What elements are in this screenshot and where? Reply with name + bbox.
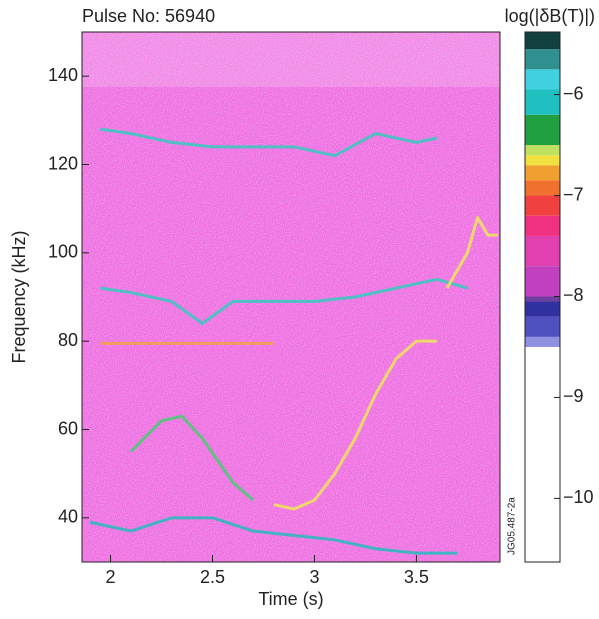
mode-trace: [100, 277, 468, 325]
colorbar-band: [525, 155, 560, 166]
y-tick-label: 80: [58, 330, 78, 350]
x-tick-label: 3.5: [404, 567, 429, 587]
chart-title: Pulse No: 56940: [82, 6, 215, 26]
colorbar-band: [525, 316, 560, 337]
mode-trace: [89, 516, 458, 555]
colorbar-frame: [524, 31, 561, 563]
mode-trace: [445, 216, 498, 289]
colorbar-tick-label: −7: [563, 184, 584, 204]
colorbar-band: [525, 215, 560, 236]
plot-area: [82, 32, 500, 562]
mode-trace: [273, 339, 437, 511]
x-tick-label: 3: [309, 567, 319, 587]
noise-band: [82, 32, 500, 87]
y-axis-label: Frequency (kHz): [9, 230, 29, 363]
y-tick-label: 120: [48, 153, 78, 173]
y-tick-label: 100: [48, 242, 78, 262]
plot-frame: [81, 31, 501, 563]
colorbar-tick-label: −6: [563, 83, 584, 103]
colorbar-band: [525, 346, 560, 562]
colorbar-band: [525, 301, 560, 317]
colorbar-title: log(|δB(T)|): [505, 6, 595, 26]
colorbar-band: [525, 266, 560, 297]
x-tick-label: 2.5: [200, 567, 225, 587]
side-note: JG05.487-2a: [507, 497, 518, 555]
colorbar-band: [525, 336, 560, 347]
colorbar-band: [525, 114, 560, 146]
x-tick-label: 2: [106, 567, 116, 587]
y-tick-label: 60: [58, 418, 78, 438]
colorbar-band: [525, 89, 560, 115]
colorbar-band: [525, 195, 560, 216]
x-axis-label: Time (s): [258, 589, 323, 609]
y-tick-label: 40: [58, 507, 78, 527]
colorbar-band: [525, 180, 560, 196]
colorbar-band: [525, 145, 560, 156]
colorbar-band: [525, 165, 560, 181]
colorbar-band: [525, 296, 560, 302]
colorbar-band: [525, 235, 560, 267]
colorbar-tick-label: −8: [563, 285, 584, 305]
colorbar-tick-label: −9: [563, 386, 584, 406]
mode-trace: [100, 127, 438, 158]
colorbar-tick-label: −10: [563, 487, 594, 507]
y-tick-label: 140: [48, 65, 78, 85]
colorbar-band: [525, 49, 560, 70]
colorbar-band: [525, 32, 560, 50]
mode-trace: [129, 414, 255, 502]
colorbar-band: [525, 69, 560, 90]
